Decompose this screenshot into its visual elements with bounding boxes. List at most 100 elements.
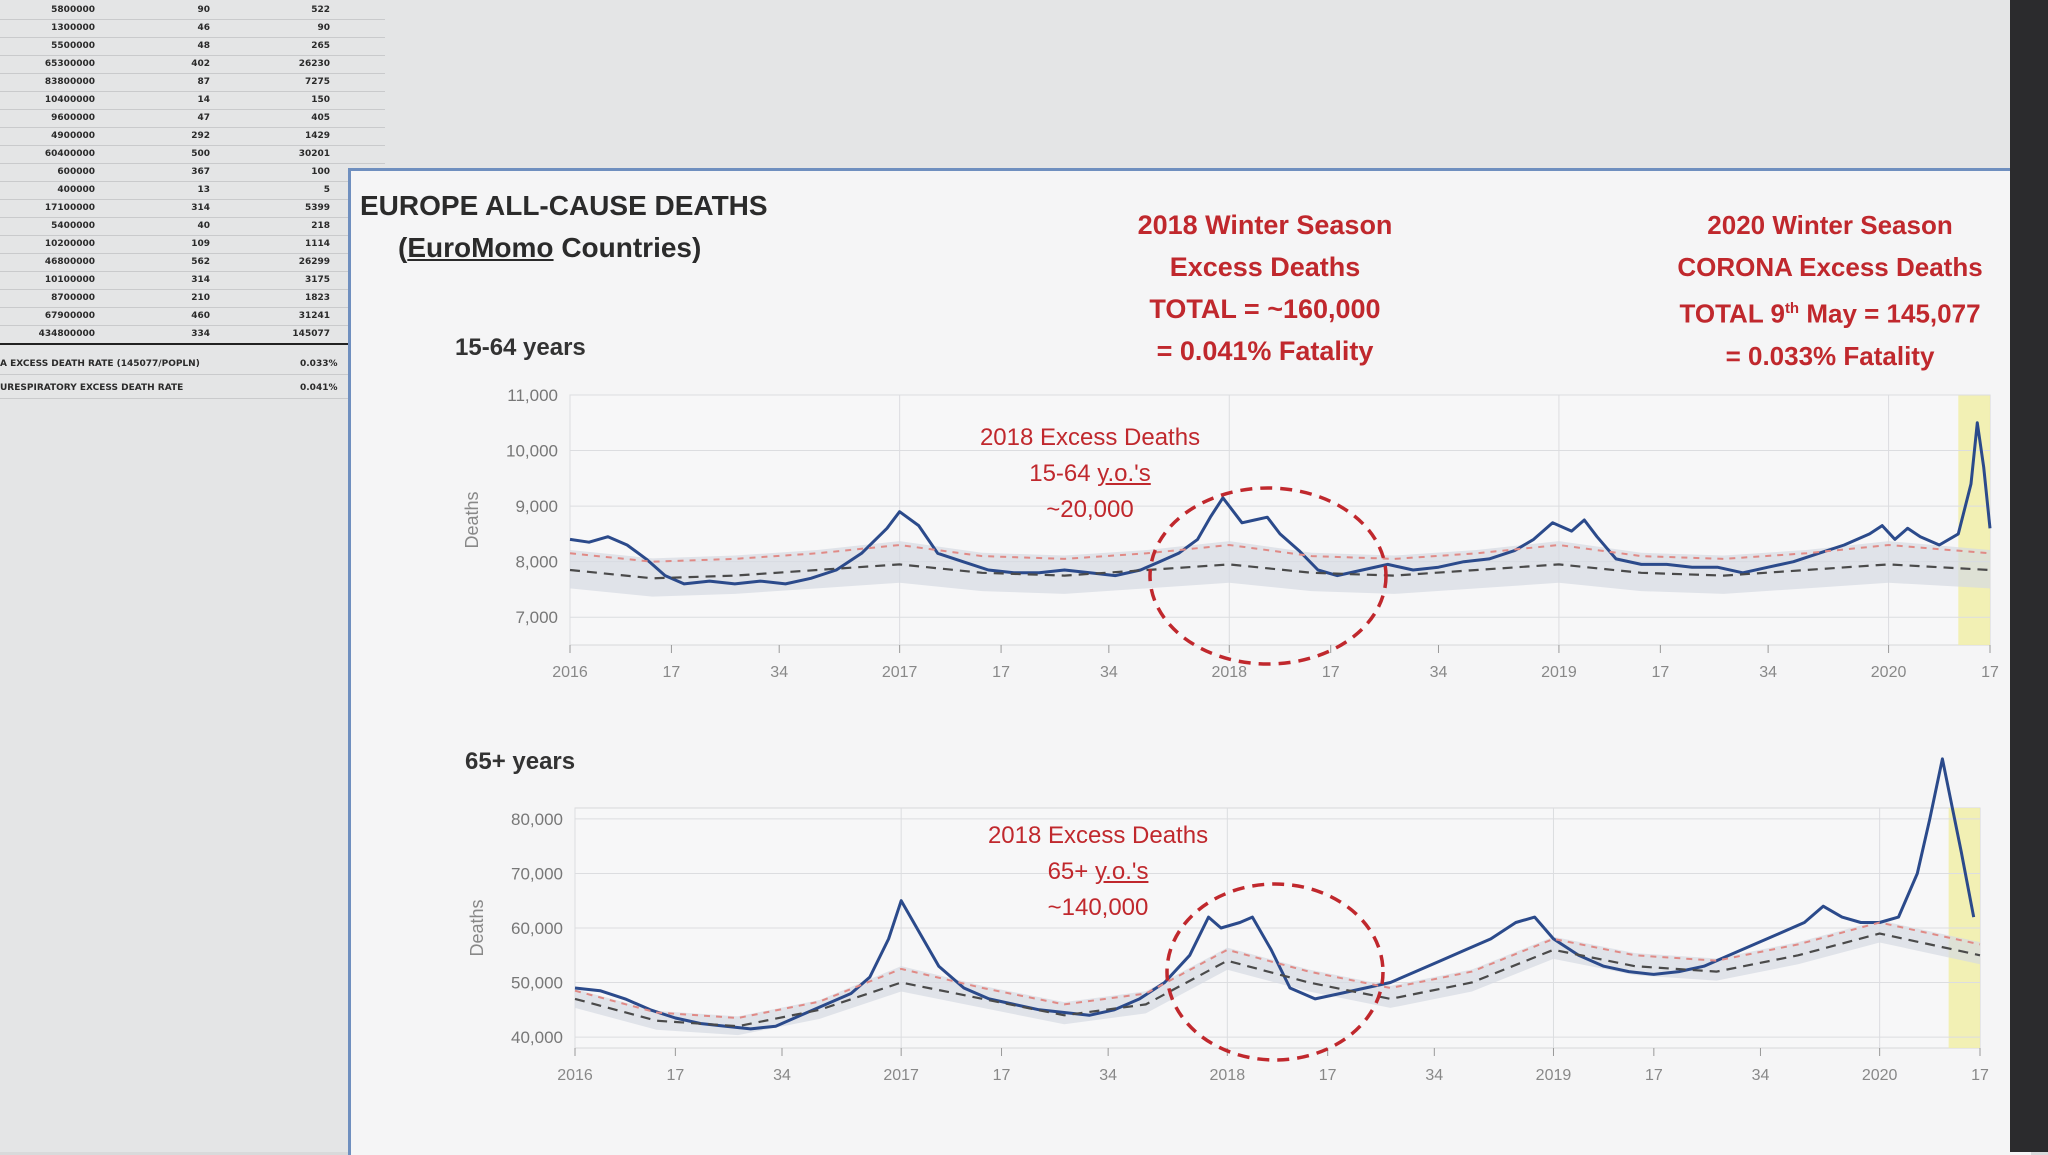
sheet-cell: 314 <box>191 275 210 285</box>
chart1-xtick-label: 2016 <box>552 664 588 681</box>
chart1-xtick-label: 2017 <box>882 664 918 681</box>
chart1-ytick-label: 9,000 <box>515 497 558 516</box>
chart2-xtick-label: 34 <box>1425 1067 1443 1084</box>
sheet-cell: 5400000 <box>51 221 95 231</box>
sheet-cell: 30201 <box>298 149 330 159</box>
winter-2020-line2: CORONA Excess Deaths <box>1677 252 1983 282</box>
sheet-cell: 100 <box>311 167 330 177</box>
sheet-row[interactable]: 8700000 210 1823 <box>0 290 385 308</box>
winter-2018-summary: 2018 Winter Season Excess Deaths TOTAL =… <box>1080 204 1450 372</box>
sheet-row[interactable]: 83800000 87 7275 <box>0 74 385 92</box>
sheet-row[interactable]: 10200000 109 1114 <box>0 236 385 254</box>
sheet-row[interactable]: 5400000 40 218 <box>0 218 385 236</box>
chart1-ytick-label: 11,000 <box>507 386 558 405</box>
sheet-cell: 434800000 <box>38 329 95 339</box>
chart2-xtick-label: 2018 <box>1210 1067 1246 1084</box>
sheet-cell: 562 <box>191 257 210 267</box>
sheet-cell: 46 <box>197 23 210 33</box>
sheet-cell: 600000 <box>57 167 95 177</box>
sheet-cell: 13 <box>197 185 210 195</box>
sheet-row[interactable]: 5500000 48 265 <box>0 38 385 56</box>
chart2-group: 40,000 50,000 60,000 70,000 80,000 2016 17 34 20… <box>467 757 1989 1084</box>
sheet-row[interactable]: 10100000 314 3175 <box>0 272 385 290</box>
chart1-xtick-label: 17 <box>1322 664 1340 681</box>
sheet-row[interactable]: 67900000 460 31241 <box>0 308 385 326</box>
sheet-cell: 109 <box>191 239 210 249</box>
sheet-cell: 67900000 <box>44 311 95 321</box>
sheet-cell: 14 <box>197 95 210 105</box>
sheet-row[interactable]: 46800000 562 26299 <box>0 254 385 272</box>
sheet-cell: 10400000 <box>44 95 95 105</box>
sheet-cell: 5800000 <box>51 5 95 15</box>
sheet-cell: 3175 <box>304 275 330 285</box>
chart2-series-baseline <box>574 932 1981 1028</box>
sheet-row[interactable]: 60400000 500 30201 <box>0 146 385 164</box>
winter-2018-line4: = 0.041% Fatality <box>1156 336 1374 366</box>
chart2-excess-ellipse <box>1165 882 1385 1062</box>
sheet-row[interactable]: 434800000 334 145077 <box>0 326 385 345</box>
sheet-row[interactable]: 400000 13 5 <box>0 182 385 200</box>
chart1-xtick-label: 17 <box>663 664 681 681</box>
chart1-xtick-label: 17 <box>1651 664 1669 681</box>
winter-2020-line1: 2020 Winter Season <box>1707 210 1953 240</box>
chart1-ytick-label: 8,000 <box>515 553 558 572</box>
sheet-cell: 292 <box>191 131 210 141</box>
sheet-row[interactable]: 65300000 402 26230 <box>0 56 385 74</box>
chart2-xtick-label: 17 <box>1971 1067 1989 1084</box>
sheet-cell: 405 <box>311 113 330 123</box>
chart2-series-threshold <box>574 921 1981 1020</box>
sheet-cell: 8700000 <box>51 293 95 303</box>
sheet-row[interactable]: 17100000 314 5399 <box>0 200 385 218</box>
sheet-cell: 210 <box>191 293 210 303</box>
chart1-xtick-label: 17 <box>992 664 1010 681</box>
chart2-xtick-label: 34 <box>1752 1067 1770 1084</box>
sheet-cell: 314 <box>191 203 210 213</box>
sheet-cell: 1429 <box>304 131 330 141</box>
sheet-cell: 1823 <box>304 293 330 303</box>
sheet-cell: 60400000 <box>44 149 95 159</box>
sheet-cell: 5399 <box>304 203 330 213</box>
chart1-ytick-label: 10,000 <box>506 442 558 461</box>
sheet-cell: 10200000 <box>44 239 95 249</box>
chart1-ytick-label: 7,000 <box>515 608 558 627</box>
chart1-ylabel: Deaths <box>462 491 482 548</box>
chart2-series-observed <box>574 757 1976 1031</box>
sheet-cell: 87 <box>197 77 210 87</box>
chart1-xtick-label: 34 <box>1430 664 1448 681</box>
sheet-note-row[interactable]: URESPIRATORY EXCESS DEATH RATE 0.041% <box>0 378 385 399</box>
chart1-xtick-label: 2018 <box>1211 664 1247 681</box>
annotation-15-64: 2018 Excess Deaths 15-64 y.o.'s ~20,000 <box>979 424 1201 523</box>
sheet-cell: 5500000 <box>51 41 95 51</box>
chart1-xtick-label: 34 <box>1759 664 1777 681</box>
sheet-cell: 218 <box>311 221 330 231</box>
sheet-row[interactable]: 9600000 47 405 <box>0 110 385 128</box>
chart2-ytick-label: 50,000 <box>511 974 563 993</box>
chart2-xtick-label: 2016 <box>557 1067 593 1084</box>
sheet-cell: 31241 <box>298 311 330 321</box>
chart2-xtick-label: 17 <box>1319 1067 1337 1084</box>
sheet-note-value: 0.033% <box>300 359 338 369</box>
sheet-note-label: URESPIRATORY EXCESS DEATH RATE <box>0 383 184 393</box>
euromomo-link[interactable]: EuroMomo <box>407 232 554 263</box>
sheet-row[interactable]: 5800000 90 522 <box>0 2 385 20</box>
winter-2018-line1: 2018 Winter Season <box>1137 210 1393 240</box>
sheet-row[interactable]: 10400000 14 150 <box>0 92 385 110</box>
chart1-xtick-label: 34 <box>1100 664 1118 681</box>
sheet-row[interactable]: 600000 367 100 <box>0 164 385 182</box>
chart2-xtick-label: 34 <box>1099 1067 1117 1084</box>
sheet-cell: 46800000 <box>44 257 95 267</box>
chart1-series-baseline <box>569 563 1991 580</box>
spreadsheet-panel: 5800000 90 522 1300000 46 90 5500000 48 265 65300… <box>0 0 385 410</box>
sheet-cell: 7275 <box>304 77 330 87</box>
sheet-row[interactable]: 1300000 46 90 <box>0 20 385 38</box>
monitor-bezel <box>2010 0 2048 1152</box>
sheet-cell: 90 <box>317 23 330 33</box>
winter-2020-line4: = 0.033% Fatality <box>1725 340 1935 371</box>
sheet-note-row[interactable]: A EXCESS DEATH RATE (145077/POPLN) 0.033% <box>0 354 385 375</box>
sheet-cell: 460 <box>191 311 210 321</box>
sheet-row[interactable]: 4900000 292 1429 <box>0 128 385 146</box>
sheet-cell: 367 <box>191 167 210 177</box>
sheet-cell: 9600000 <box>51 113 95 123</box>
slide-title: EUROPE ALL-CAUSE DEATHS <box>360 190 768 221</box>
chart2-ytick-label: 60,000 <box>511 919 563 938</box>
